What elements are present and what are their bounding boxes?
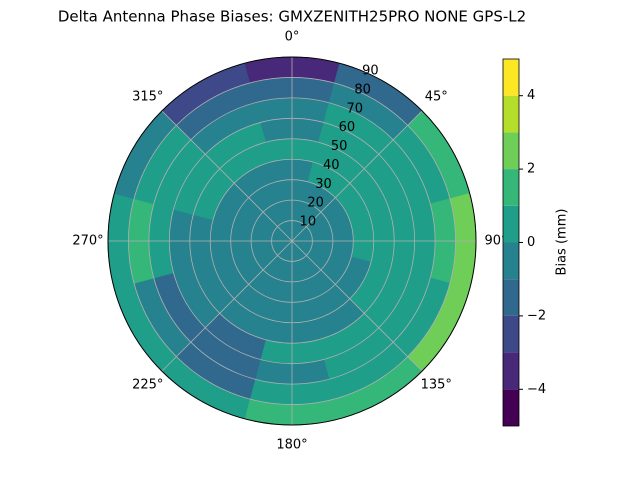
- theta-tick-label: 270°: [72, 234, 103, 249]
- r-tick-label: 40: [323, 158, 340, 173]
- colorbar-segment: [503, 315, 519, 353]
- theta-tick-label: 90°: [484, 234, 507, 249]
- theta-tick-label: 0°: [285, 30, 300, 45]
- r-tick-label: 70: [346, 101, 363, 116]
- r-tick-label: 20: [307, 196, 324, 211]
- colorbar-segment: [503, 279, 519, 316]
- colorbar-segment: [503, 352, 519, 390]
- colorbar-segment: [503, 205, 519, 243]
- theta-tick-label: 225°: [132, 378, 163, 393]
- colorbar-segment: [503, 169, 519, 206]
- colorbar-tick-label: −4: [527, 382, 546, 397]
- r-tick-label: 50: [331, 139, 348, 154]
- theta-tick-label: 45°: [425, 89, 448, 104]
- r-tick-label: 60: [339, 120, 356, 135]
- colorbar-segment: [503, 95, 519, 133]
- r-tick-label: 90: [362, 64, 379, 79]
- theta-tick-label: 315°: [132, 89, 163, 104]
- colorbar-segment: [503, 389, 519, 426]
- chart-title: Delta Antenna Phase Biases: GMXZENITH25P…: [58, 8, 526, 26]
- grid-spoke: [161, 240, 293, 372]
- grid-spoke: [161, 110, 293, 242]
- r-tick-label: 80: [354, 82, 371, 97]
- colorbar-segment: [503, 132, 519, 170]
- r-tick-label: 10: [300, 215, 317, 230]
- theta-tick-label: 180°: [276, 438, 307, 453]
- colorbar-segment: [503, 59, 519, 96]
- colorbar-segment: [503, 242, 519, 280]
- theta-tick-label: 135°: [421, 378, 452, 393]
- r-tick-label: 30: [315, 177, 332, 192]
- grid-spoke: [291, 240, 423, 372]
- colorbar-label: Bias (mm): [555, 209, 570, 276]
- colorbar-tick-label: −2: [527, 308, 546, 323]
- polar-frame: [107, 56, 477, 426]
- colorbar-tick-label: 0: [527, 235, 535, 250]
- grid-spoke: [291, 110, 423, 242]
- colorbar-tick-label: 4: [527, 88, 535, 103]
- colorbar-tick-label: 2: [527, 162, 535, 177]
